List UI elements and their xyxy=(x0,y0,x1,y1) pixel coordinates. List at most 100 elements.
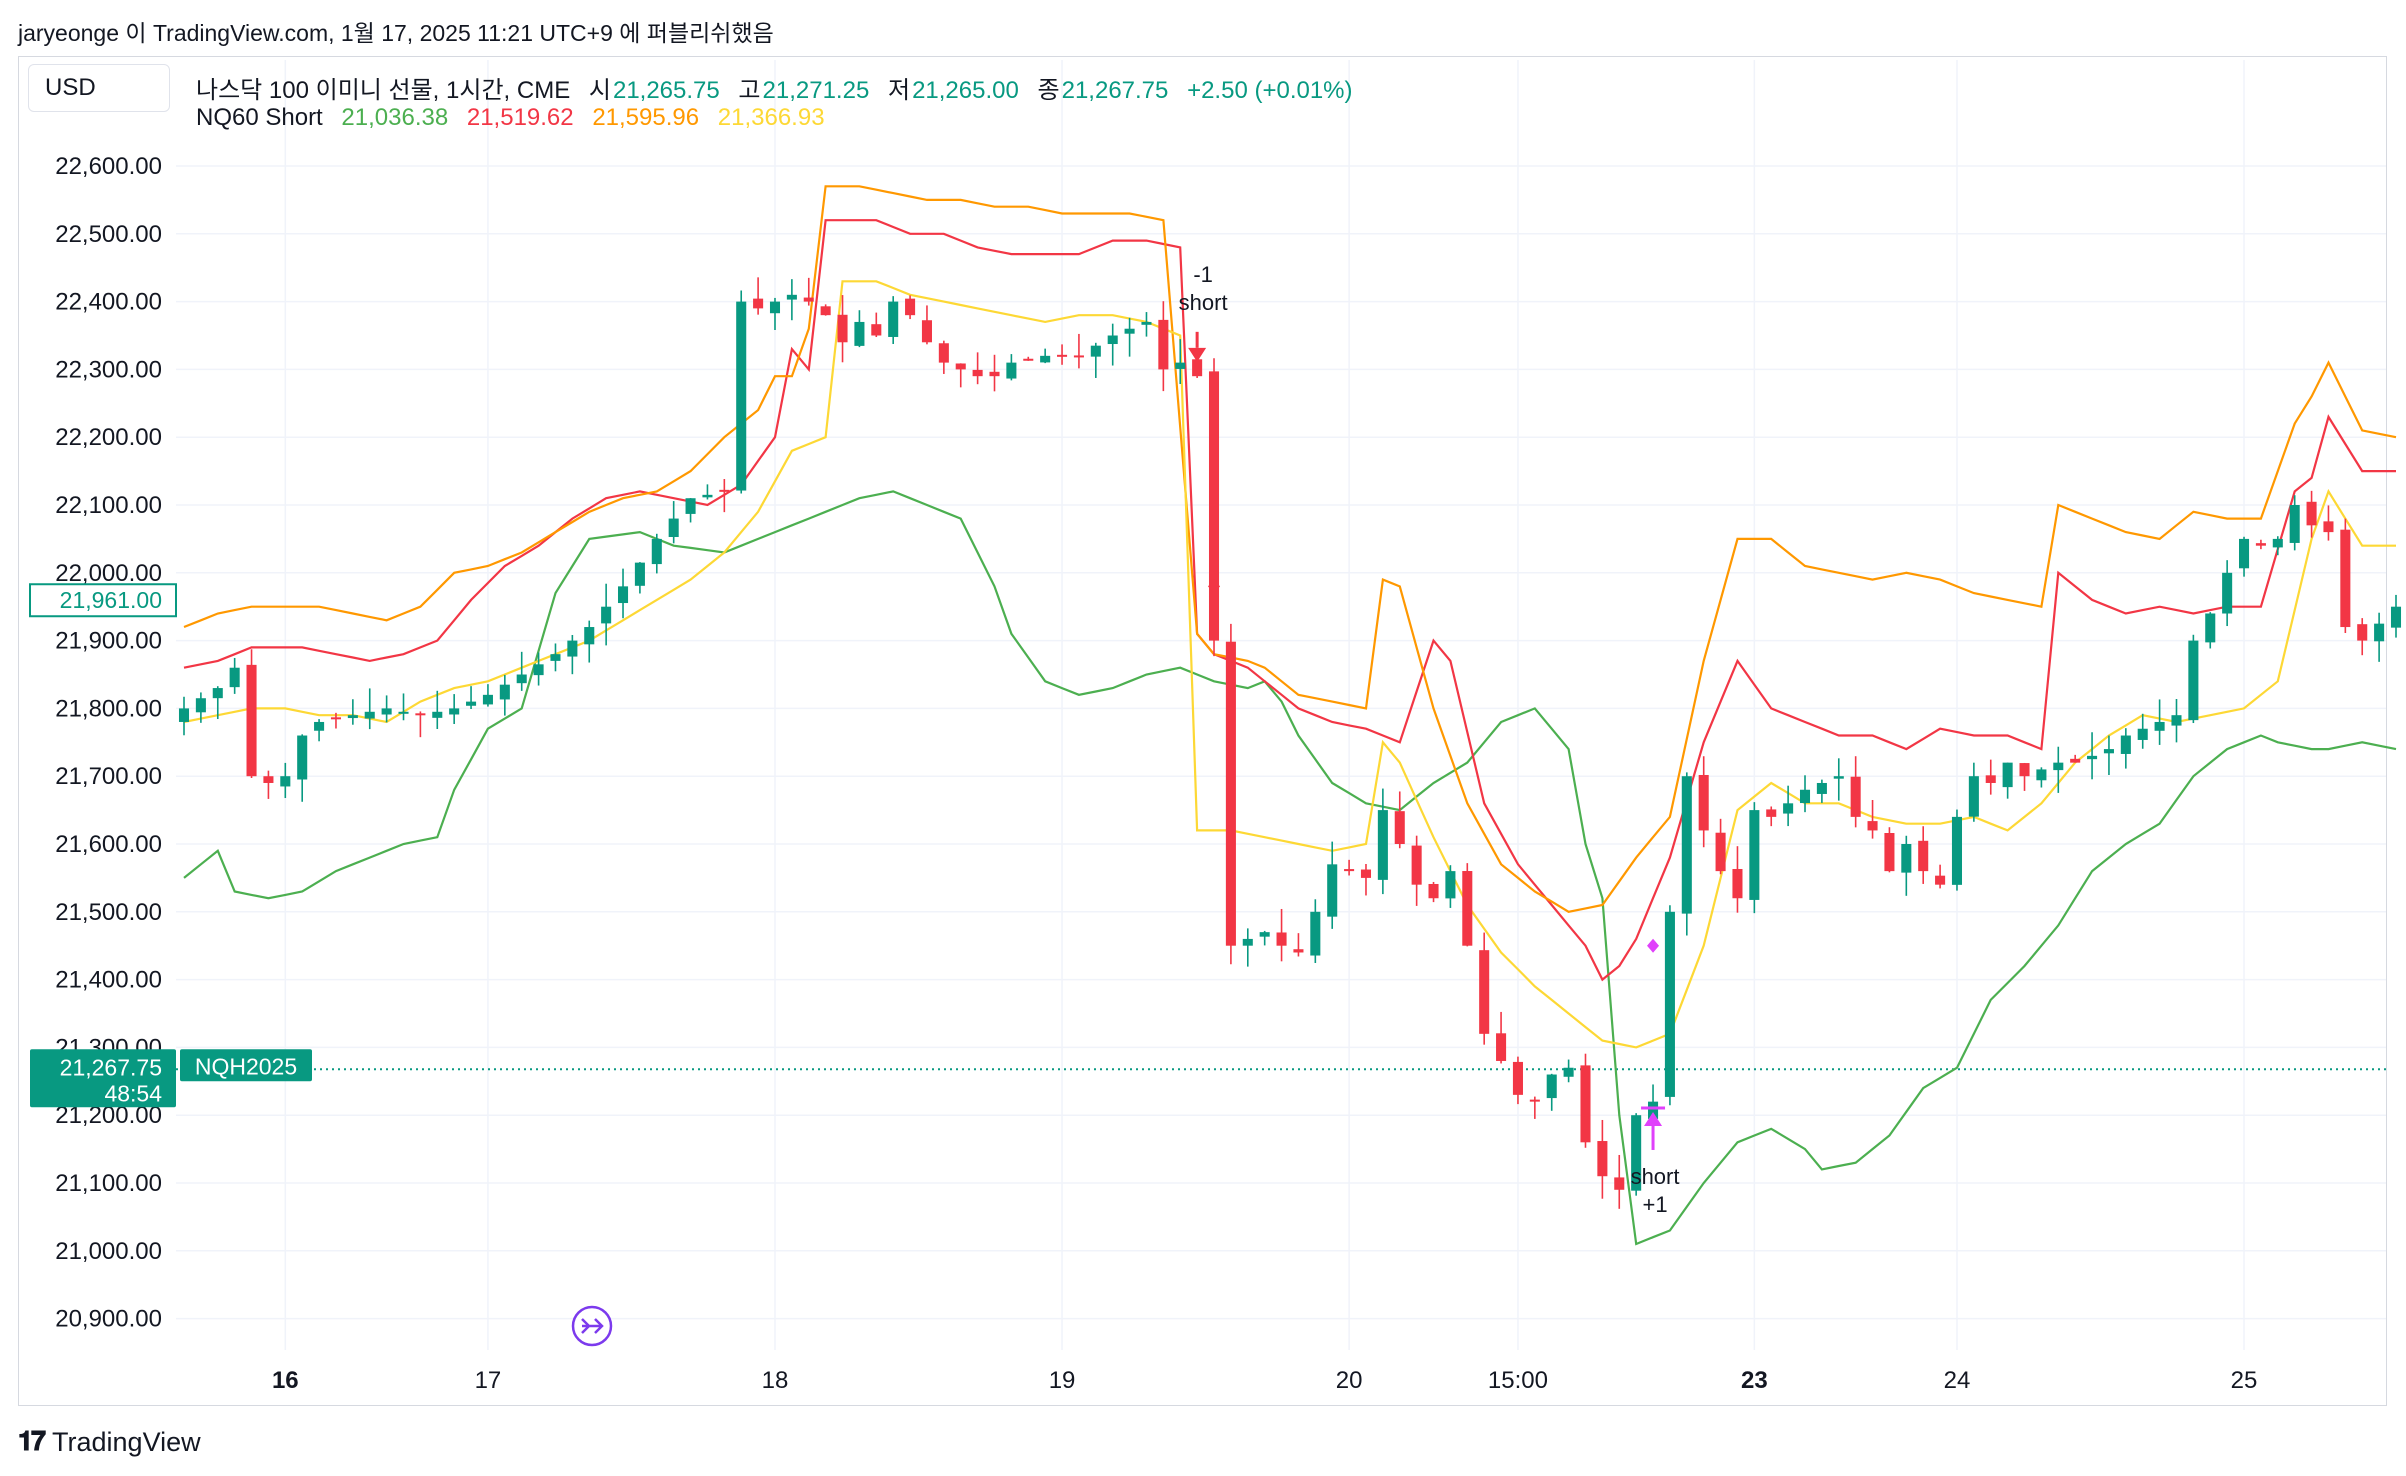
candle-body xyxy=(1192,359,1203,377)
candle-body xyxy=(2171,715,2182,726)
candle-body xyxy=(1107,335,1118,345)
candle-body xyxy=(1648,1101,1659,1119)
candle-body xyxy=(1462,871,1473,946)
tradingview-footer[interactable]: 𝟏𝟕 TradingView xyxy=(18,1426,201,1458)
time-tick-label: 20 xyxy=(1336,1367,1363,1394)
candle-body xyxy=(888,301,899,337)
candle-body xyxy=(921,320,932,343)
position-diamond-icon xyxy=(1647,938,1660,953)
candle-body xyxy=(1073,355,1084,358)
candle-body xyxy=(854,321,865,346)
candle-body xyxy=(1749,810,1760,900)
candle-body xyxy=(617,586,629,604)
candle-body xyxy=(1597,1141,1608,1177)
price-tick-label: 21,000.00 xyxy=(55,1238,162,1265)
candle-body xyxy=(1884,833,1895,872)
candle-body xyxy=(820,306,831,316)
low-label: 저 xyxy=(887,77,911,104)
candle-body xyxy=(398,711,409,714)
candle-body xyxy=(516,674,527,684)
price-tick-label: 22,300.00 xyxy=(55,356,162,383)
time-tick-label: 23 xyxy=(1741,1367,1768,1394)
candle-body xyxy=(2255,543,2266,546)
go-to-realtime-button[interactable] xyxy=(571,1305,613,1347)
candle-body xyxy=(1968,776,1979,817)
price-tick-label: 20,900.00 xyxy=(55,1306,162,1333)
candle-body xyxy=(2306,501,2317,526)
candle-body xyxy=(1951,816,1963,885)
sell-type-label: short xyxy=(1179,290,1228,315)
candle-body xyxy=(2137,728,2148,740)
candle-body xyxy=(905,298,916,316)
candle-body xyxy=(989,371,1000,377)
candle-body xyxy=(1580,1065,1591,1143)
candle-body xyxy=(1394,811,1405,844)
candle-body xyxy=(1023,358,1034,361)
candle-body xyxy=(1546,1074,1557,1099)
price-tick-label: 22,100.00 xyxy=(55,492,162,519)
bar-countdown: 48:54 xyxy=(104,1080,162,1106)
symbol-tag xyxy=(180,1049,312,1082)
footer-brand: TradingView xyxy=(52,1426,201,1457)
candle-body xyxy=(938,343,949,363)
candle-body xyxy=(195,698,206,713)
candle-body xyxy=(2103,749,2114,754)
indicator-value-2: 21,519.62 xyxy=(466,104,574,131)
candle-body xyxy=(2070,758,2081,763)
candle-body xyxy=(263,776,274,783)
close-value: 21,267.75 xyxy=(1061,77,1169,104)
candle-body xyxy=(2289,505,2300,543)
candle-body xyxy=(1664,911,1675,1097)
candle-body xyxy=(1225,641,1236,946)
high-value: 21,271.25 xyxy=(762,77,870,104)
buy-qty-label: +1 xyxy=(1642,1192,1667,1217)
price-tick-label: 21,900.00 xyxy=(55,628,162,655)
candle-body xyxy=(1479,950,1490,1034)
candle-body xyxy=(567,640,578,657)
candle-body xyxy=(1310,911,1321,956)
candle-body xyxy=(1208,371,1220,641)
indicator-lines xyxy=(183,185,2397,1246)
candle-body xyxy=(212,688,223,699)
candle-body xyxy=(1124,328,1135,334)
sell-qty-label: -1 xyxy=(1193,262,1213,287)
high-label: 고 xyxy=(738,77,761,104)
candle-body xyxy=(685,498,696,514)
chart-frame xyxy=(18,56,2387,1406)
candle-body xyxy=(634,562,645,586)
time-axis[interactable]: 16 17 18 19 20 15:00 23 24 25 xyxy=(272,1367,2257,1394)
candle-body xyxy=(1276,932,1287,946)
candle-body xyxy=(1918,840,1929,872)
time-tick-label: 17 xyxy=(475,1367,502,1394)
candle-body xyxy=(1175,362,1186,369)
candle-body xyxy=(1631,1115,1642,1191)
candle-body xyxy=(1496,1033,1507,1061)
price-tick-label: 22,500.00 xyxy=(55,221,162,248)
candle-body xyxy=(1867,821,1878,831)
candle-body xyxy=(2053,762,2064,771)
candle-body xyxy=(1614,1177,1625,1190)
open-label: 시 xyxy=(588,77,611,104)
price-axis[interactable]: 22,600.00 22,500.00 22,400.00 22,300.00 22,2… xyxy=(55,153,162,1333)
candle-body xyxy=(2272,538,2283,548)
candle-body xyxy=(2036,769,2047,781)
candle-body xyxy=(2374,623,2385,642)
candle-body xyxy=(1428,883,1439,899)
price-tick-label: 21,100.00 xyxy=(55,1170,162,1197)
currency-button[interactable]: USD xyxy=(28,64,170,112)
candle-body xyxy=(1344,869,1355,872)
indicator-line xyxy=(183,490,2397,1246)
candle-body xyxy=(1529,1099,1540,1102)
candle-body xyxy=(466,701,477,706)
candle-body xyxy=(651,538,662,565)
double-arrow-icon xyxy=(581,1318,604,1334)
candle-body xyxy=(955,363,966,370)
price-tick-label: 21,800.00 xyxy=(55,695,162,722)
candle-body xyxy=(1681,776,1692,914)
candle-body xyxy=(1985,775,1996,783)
candle-body xyxy=(415,713,426,716)
candle-body xyxy=(2019,763,2030,777)
sell-arrow-icon xyxy=(1188,347,1207,362)
